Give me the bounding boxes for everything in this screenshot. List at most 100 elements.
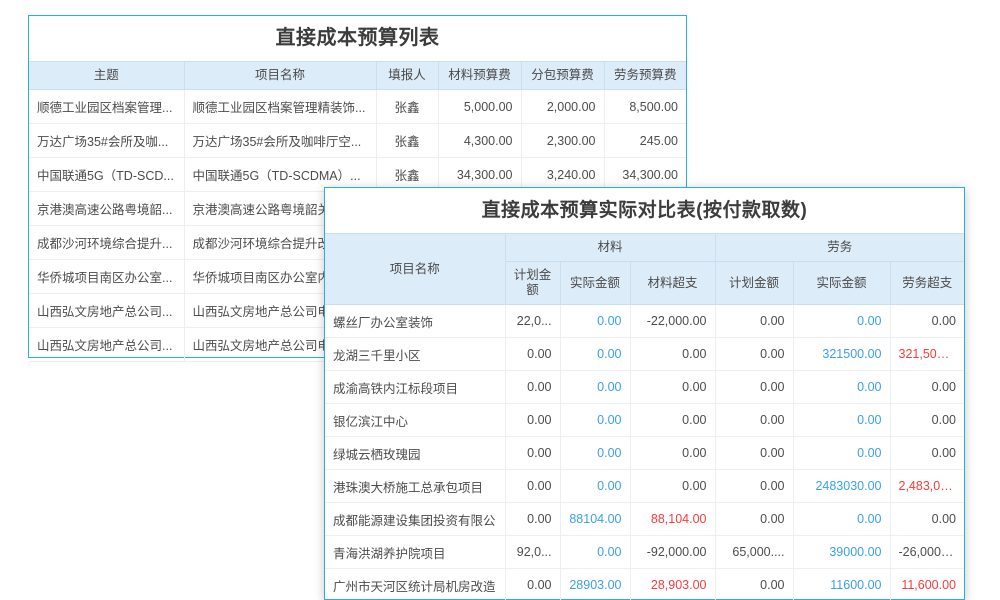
column-header-project-name[interactable]: 项目名称 bbox=[325, 233, 506, 305]
column-header-labor-over[interactable]: 劳务超支 bbox=[890, 261, 965, 305]
budget-compare-group-header-row: 项目名称 材料 劳务 bbox=[325, 233, 965, 305]
cell-material-over: 0.00 bbox=[630, 370, 716, 404]
cell-subject[interactable]: 顺德工业园区档案管理... bbox=[29, 89, 185, 124]
cell-labor-actual[interactable]: 321500.00 bbox=[793, 337, 891, 371]
cell-project-name[interactable]: 银亿滨江中心 bbox=[325, 403, 506, 437]
column-header-material-budget[interactable]: 材料预算费 bbox=[438, 61, 522, 90]
cell-material-plan: 92,0... bbox=[505, 535, 561, 569]
cell-material-plan: 0.00 bbox=[505, 469, 561, 503]
budget-compare-table: 项目名称 材料 劳务 计划金额 实际金额 材料超支 计划金额 实际金额 劳务超支… bbox=[325, 233, 965, 600]
cell-labor-actual[interactable]: 0.00 bbox=[793, 370, 891, 404]
cell-project-name[interactable]: 万达广场35#会所及咖啡厅空... bbox=[184, 123, 377, 158]
table-row[interactable]: 港珠澳大桥施工总承包项目 0.00 0.00 0.00 0.00 2483030.00 2,… bbox=[325, 469, 965, 503]
cell-material-budget: 5,000.00 bbox=[438, 89, 522, 124]
cell-labor-actual[interactable]: 0.00 bbox=[793, 304, 891, 338]
column-header-labor-actual[interactable]: 实际金额 bbox=[793, 261, 891, 305]
cell-material-actual[interactable]: 0.00 bbox=[560, 469, 631, 503]
table-row[interactable]: 广州市天河区统计局机房改造 0.00 28903.00 28,903.00 0.00 11… bbox=[325, 568, 965, 600]
table-row[interactable]: 青海洪湖养护院项目 92,0... 0.00 -92,000.00 65,000....… bbox=[325, 535, 965, 569]
cell-labor-plan: 0.00 bbox=[715, 469, 794, 503]
cell-labor-actual[interactable]: 2483030.00 bbox=[793, 469, 891, 503]
cell-material-budget: 34,300.00 bbox=[438, 157, 522, 192]
column-header-labor-budget[interactable]: 劳务预算费 bbox=[604, 61, 686, 90]
cell-labor-plan: 0.00 bbox=[715, 436, 794, 470]
cell-material-over: 28,903.00 bbox=[630, 568, 716, 600]
column-header-material-plan[interactable]: 计划金额 bbox=[505, 261, 561, 305]
cell-material-over: 0.00 bbox=[630, 436, 716, 470]
cell-labor-actual[interactable]: 0.00 bbox=[793, 403, 891, 437]
column-header-material-actual[interactable]: 实际金额 bbox=[560, 261, 631, 305]
cell-project-name[interactable]: 成渝高铁内江标段项目 bbox=[325, 370, 506, 404]
cell-labor-over: 0.00 bbox=[890, 370, 965, 404]
cell-project-name[interactable]: 顺德工业园区档案管理精装饰... bbox=[184, 89, 377, 124]
cell-material-actual[interactable]: 0.00 bbox=[560, 304, 631, 338]
cell-material-over: 0.00 bbox=[630, 403, 716, 437]
cell-project-name[interactable]: 龙湖三千里小区 bbox=[325, 337, 506, 371]
table-row[interactable]: 成都能源建设集团投资有限公 0.00 88104.00 88,104.00 0.00 0.… bbox=[325, 502, 965, 536]
cell-labor-plan: 0.00 bbox=[715, 370, 794, 404]
table-row[interactable]: 万达广场35#会所及咖... 万达广场35#会所及咖啡厅空... 张鑫 4,300.0… bbox=[29, 123, 686, 158]
cell-material-actual[interactable]: 0.00 bbox=[560, 403, 631, 437]
cell-project-name[interactable]: 螺丝厂办公室装饰 bbox=[325, 304, 506, 338]
budget-list-header: 主题 项目名称 填报人 材料预算费 分包预算费 劳务预算费 bbox=[29, 61, 686, 90]
cell-subject[interactable]: 京港澳高速公路粤境韶... bbox=[29, 191, 185, 226]
cell-material-actual[interactable]: 88104.00 bbox=[560, 502, 631, 536]
cell-material-over: 0.00 bbox=[630, 337, 716, 371]
cell-subject[interactable]: 成都沙河环境综合提升... bbox=[29, 225, 185, 260]
cell-subject[interactable]: 万达广场35#会所及咖... bbox=[29, 123, 185, 158]
column-header-labor-plan[interactable]: 计划金额 bbox=[715, 261, 794, 305]
cell-material-actual[interactable]: 0.00 bbox=[560, 370, 631, 404]
cell-labor-actual[interactable]: 0.00 bbox=[793, 502, 891, 536]
cell-labor-over: 2,483,03... bbox=[890, 469, 965, 503]
cell-material-plan: 0.00 bbox=[505, 337, 561, 371]
cell-labor-over: 0.00 bbox=[890, 502, 965, 536]
budget-compare-sub-header-row: 计划金额 实际金额 材料超支 计划金额 实际金额 劳务超支 bbox=[325, 261, 965, 305]
cell-material-over: 0.00 bbox=[630, 469, 716, 503]
cell-material-actual[interactable]: 0.00 bbox=[560, 337, 631, 371]
cell-labor-plan: 0.00 bbox=[715, 337, 794, 371]
budget-list-title: 直接成本预算列表 bbox=[29, 16, 686, 61]
column-header-material-over[interactable]: 材料超支 bbox=[630, 261, 716, 305]
cell-labor-actual[interactable]: 11600.00 bbox=[793, 568, 891, 600]
group-header-material: 材料 bbox=[505, 233, 716, 262]
cell-subcontract-budget: 2,300.00 bbox=[521, 123, 605, 158]
cell-material-actual[interactable]: 28903.00 bbox=[560, 568, 631, 600]
cell-material-actual[interactable]: 0.00 bbox=[560, 436, 631, 470]
cell-subject[interactable]: 山西弘文房地产总公司... bbox=[29, 293, 185, 328]
cell-project-name[interactable]: 中国联通5G（TD-SCDMA）... bbox=[184, 157, 377, 192]
cell-material-plan: 0.00 bbox=[505, 370, 561, 404]
cell-labor-over: -26,000.00 bbox=[890, 535, 965, 569]
table-row[interactable]: 顺德工业园区档案管理... 顺德工业园区档案管理精装饰... 张鑫 5,000.00 2… bbox=[29, 89, 686, 124]
column-header-subcontract-budget[interactable]: 分包预算费 bbox=[521, 61, 605, 90]
cell-material-plan: 0.00 bbox=[505, 502, 561, 536]
table-row[interactable]: 成渝高铁内江标段项目 0.00 0.00 0.00 0.00 0.00 0.00 bbox=[325, 370, 965, 404]
cell-project-name[interactable]: 青海洪湖养护院项目 bbox=[325, 535, 506, 569]
cell-reporter[interactable]: 张鑫 bbox=[376, 89, 439, 124]
cell-material-actual[interactable]: 0.00 bbox=[560, 535, 631, 569]
cell-project-name[interactable]: 广州市天河区统计局机房改造 bbox=[325, 568, 506, 600]
table-row[interactable]: 螺丝厂办公室装饰 22,0... 0.00 -22,000.00 0.00 0.00 0.0… bbox=[325, 304, 965, 338]
cell-subcontract-budget: 2,000.00 bbox=[521, 89, 605, 124]
cell-material-over: -22,000.00 bbox=[630, 304, 716, 338]
cell-labor-budget: 245.00 bbox=[604, 123, 686, 158]
column-header-reporter[interactable]: 填报人 bbox=[376, 61, 439, 90]
budget-compare-table-wrap: 项目名称 材料 劳务 计划金额 实际金额 材料超支 计划金额 实际金额 劳务超支… bbox=[325, 233, 965, 600]
cell-labor-plan: 0.00 bbox=[715, 403, 794, 437]
table-row[interactable]: 银亿滨江中心 0.00 0.00 0.00 0.00 0.00 0.00 bbox=[325, 403, 965, 437]
cell-subject[interactable]: 华侨城项目南区办公室... bbox=[29, 259, 185, 294]
cell-labor-budget: 8,500.00 bbox=[604, 89, 686, 124]
cell-labor-over: 0.00 bbox=[890, 436, 965, 470]
column-header-subject[interactable]: 主题 bbox=[29, 61, 185, 90]
cell-subject[interactable]: 山西弘文房地产总公司... bbox=[29, 327, 185, 362]
cell-reporter[interactable]: 张鑫 bbox=[376, 123, 439, 158]
cell-project-name[interactable]: 绿城云栖玫瑰园 bbox=[325, 436, 506, 470]
cell-project-name[interactable]: 成都能源建设集团投资有限公 bbox=[325, 502, 506, 536]
cell-labor-actual[interactable]: 39000.00 bbox=[793, 535, 891, 569]
table-row[interactable]: 绿城云栖玫瑰园 0.00 0.00 0.00 0.00 0.00 0.00 bbox=[325, 436, 965, 470]
table-row[interactable]: 龙湖三千里小区 0.00 0.00 0.00 0.00 321500.00 321,500.… bbox=[325, 337, 965, 371]
cell-project-name[interactable]: 港珠澳大桥施工总承包项目 bbox=[325, 469, 506, 503]
cell-subject[interactable]: 中国联通5G（TD-SCD... bbox=[29, 157, 185, 192]
cell-labor-actual[interactable]: 0.00 bbox=[793, 436, 891, 470]
cell-material-plan: 0.00 bbox=[505, 568, 561, 600]
column-header-project-name[interactable]: 项目名称 bbox=[184, 61, 377, 90]
